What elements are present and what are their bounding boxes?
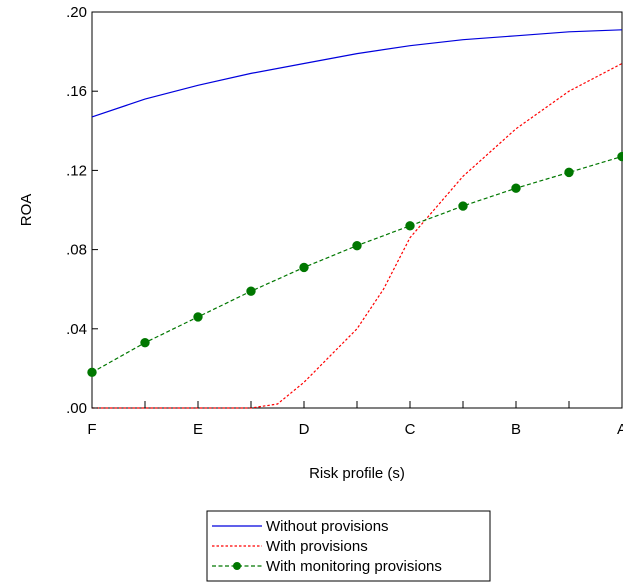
data-point xyxy=(352,240,362,251)
data-point xyxy=(246,286,256,296)
data-point xyxy=(564,167,574,178)
y-tick-label: .00 xyxy=(66,400,87,417)
data-point xyxy=(617,151,623,162)
data-point xyxy=(299,262,309,273)
plot-area xyxy=(91,11,623,409)
x-tick-label: C xyxy=(405,421,416,438)
series-layer xyxy=(87,29,623,409)
series-line-3 xyxy=(91,155,623,373)
legend-label-1: Without provisions xyxy=(266,518,389,535)
legend-label-2: With provisions xyxy=(266,538,368,555)
data-point xyxy=(87,367,97,378)
x-axis-title: Risk profile (s) xyxy=(309,465,405,482)
data-point xyxy=(458,201,468,211)
series-line-1 xyxy=(91,29,623,118)
data-point xyxy=(193,312,203,322)
x-tick-label: E xyxy=(193,421,203,438)
x-tick-label: F xyxy=(87,421,96,438)
plot-frame xyxy=(91,11,623,409)
y-tick-label: .12 xyxy=(66,162,87,179)
series-line-2 xyxy=(92,62,623,409)
legend: Without provisions With provisions With mo… xyxy=(206,510,491,582)
x-tick-label: B xyxy=(511,421,521,438)
data-point xyxy=(511,183,521,193)
y-tick-label: .20 xyxy=(66,4,87,21)
data-point xyxy=(140,337,150,348)
y-axis-title: ROA xyxy=(18,194,35,227)
y-tick-label: .04 xyxy=(66,321,87,338)
data-point xyxy=(405,221,415,231)
axis-ticks: .00 .04 .08 .12 .16 .20 F E D C B A xyxy=(66,4,623,438)
x-tick-label: D xyxy=(299,421,310,438)
legend-label-3: With monitoring provisions xyxy=(266,558,442,575)
y-tick-label: .16 xyxy=(66,83,87,100)
y-tick-label: .08 xyxy=(66,242,87,259)
legend-marker xyxy=(233,562,241,570)
x-tick-label: A xyxy=(617,421,623,438)
